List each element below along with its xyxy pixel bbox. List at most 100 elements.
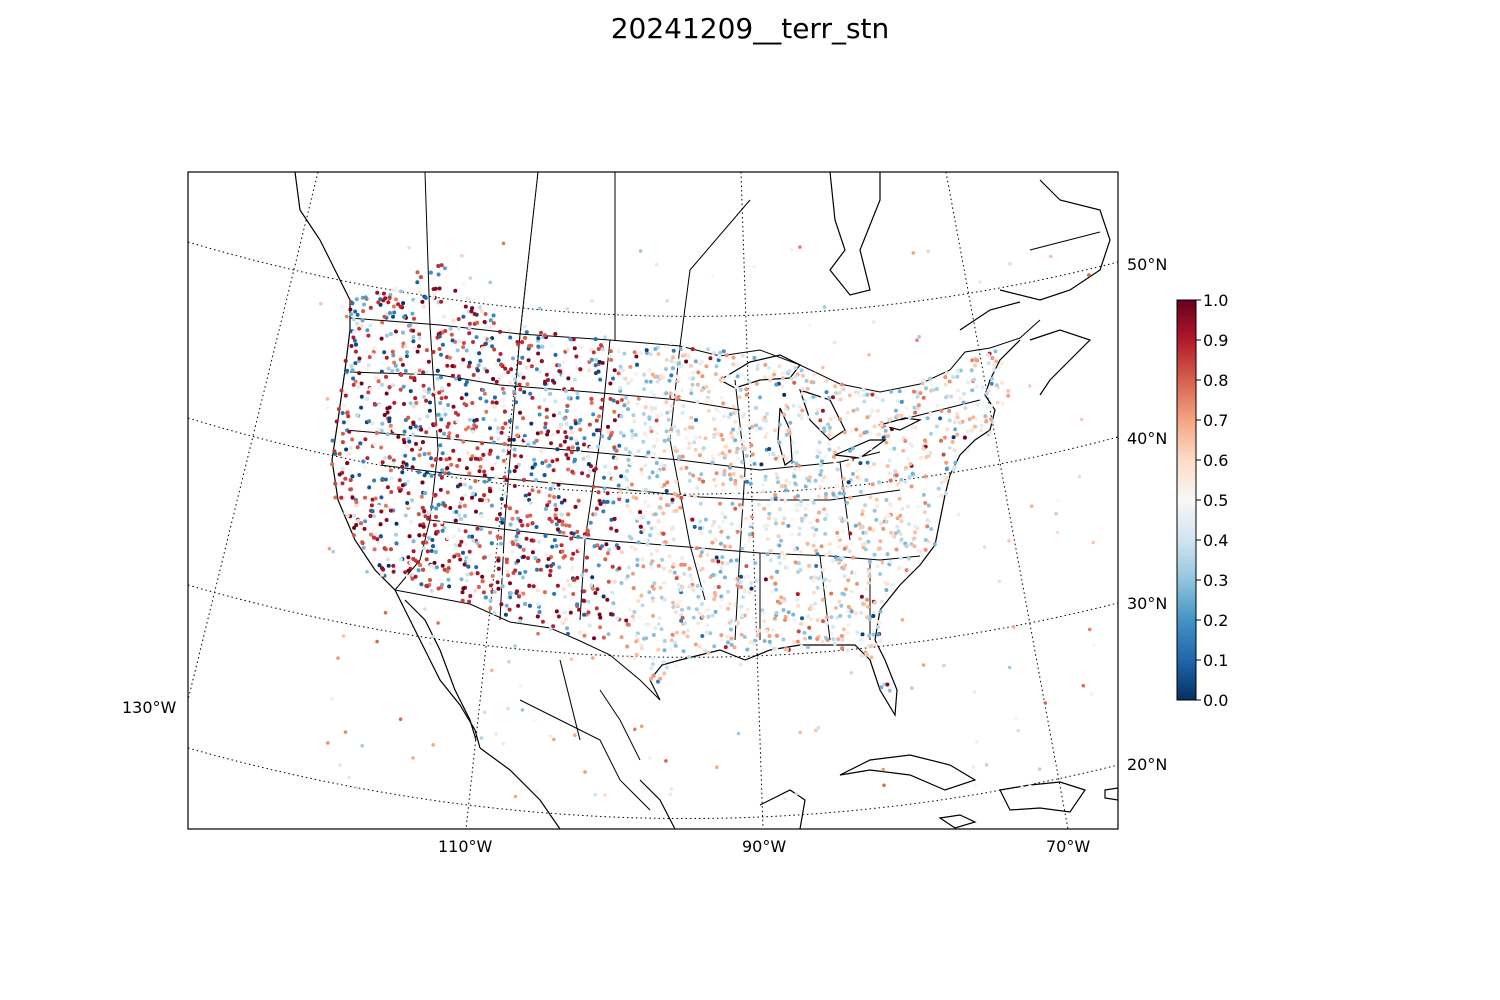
- station-point: [673, 389, 678, 394]
- station-point: [719, 529, 724, 534]
- station-point: [398, 357, 403, 362]
- station-point: [611, 477, 616, 482]
- colorbar-tick-label: 0.0: [1203, 691, 1228, 710]
- station-point: [418, 275, 423, 280]
- mexico-border: [394, 589, 661, 701]
- station-point: [719, 565, 724, 570]
- station-point: [869, 644, 874, 648]
- station-point: [907, 475, 912, 480]
- station-point: [742, 575, 746, 580]
- station-point: [726, 640, 730, 645]
- station-point: [763, 577, 768, 582]
- station-point: [831, 432, 836, 437]
- map-frame: [187, 171, 1119, 830]
- station-point: [734, 385, 739, 389]
- station-point: [806, 502, 811, 507]
- station-point: [405, 350, 409, 355]
- station-point: [720, 555, 725, 560]
- station-point: [718, 541, 723, 546]
- station-point: [782, 556, 787, 561]
- station-point: [597, 498, 602, 503]
- station-point: [492, 611, 497, 615]
- station-point: [644, 348, 649, 353]
- station-point: [955, 419, 960, 423]
- station-point: [368, 387, 373, 392]
- station-point: [635, 362, 639, 367]
- station-point: [810, 525, 815, 530]
- station-point: [731, 427, 736, 432]
- station-point: [992, 363, 996, 368]
- station-point: [355, 785, 359, 790]
- station-point: [847, 614, 852, 619]
- station-point: [975, 740, 979, 744]
- station-point: [786, 610, 791, 615]
- station-point: [403, 369, 408, 373]
- station-point: [665, 480, 670, 485]
- station-point: [814, 728, 818, 733]
- station-point: [593, 512, 598, 517]
- station-point: [597, 414, 602, 419]
- station-point: [498, 329, 503, 334]
- station-point: [521, 375, 526, 380]
- station-point: [832, 459, 837, 464]
- station-point: [461, 550, 465, 555]
- station-point: [664, 391, 669, 396]
- station-point: [664, 759, 668, 763]
- station-point: [467, 360, 472, 365]
- station-point: [600, 360, 605, 365]
- station-point: [843, 416, 848, 421]
- station-point: [827, 542, 832, 547]
- station-point: [592, 544, 597, 549]
- station-point: [564, 409, 569, 413]
- station-point: [491, 313, 496, 318]
- station-point: [550, 544, 555, 549]
- station-point: [651, 656, 655, 661]
- station-point: [928, 376, 933, 381]
- station-point: [649, 565, 654, 570]
- station-point: [575, 391, 580, 396]
- station-point: [536, 336, 541, 341]
- station-point: [449, 462, 454, 467]
- station-point: [763, 474, 768, 479]
- station-point: [827, 433, 832, 438]
- station-point: [916, 504, 921, 509]
- station-point: [617, 493, 622, 498]
- station-point: [757, 502, 761, 507]
- station-point: [973, 783, 978, 788]
- station-point: [377, 504, 382, 509]
- station-point: [473, 479, 478, 484]
- station-point: [955, 432, 960, 437]
- station-point: [499, 362, 504, 367]
- station-point: [590, 299, 594, 303]
- station-point: [502, 409, 507, 414]
- station-point: [628, 365, 633, 369]
- station-point: [372, 478, 377, 483]
- station-point: [646, 622, 651, 627]
- station-point: [795, 597, 800, 602]
- station-point: [674, 664, 679, 669]
- station-point: [605, 491, 610, 496]
- station-point: [994, 359, 999, 364]
- station-point: [899, 537, 904, 542]
- station-point: [619, 635, 624, 640]
- station-point: [877, 432, 882, 437]
- station-point: [457, 543, 462, 548]
- station-point: [556, 495, 561, 499]
- station-point: [803, 506, 808, 511]
- station-point: [717, 525, 722, 530]
- station-point: [446, 421, 451, 426]
- station-point: [360, 318, 365, 323]
- station-point: [555, 457, 560, 462]
- station-point: [451, 534, 456, 539]
- station-point: [710, 573, 715, 578]
- station-point: [575, 575, 580, 580]
- station-point: [387, 295, 392, 300]
- station-point: [465, 572, 470, 577]
- station-point: [635, 563, 640, 568]
- station-point: [517, 382, 522, 387]
- station-point: [881, 526, 886, 531]
- station-point: [904, 568, 909, 573]
- station-point: [554, 516, 559, 521]
- station-point: [711, 417, 716, 422]
- station-point: [878, 609, 883, 614]
